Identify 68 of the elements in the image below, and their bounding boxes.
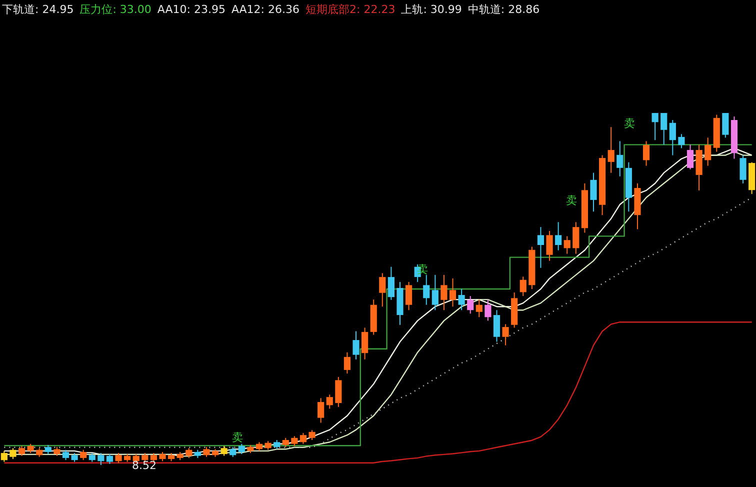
text: AA12: 26.36 <box>231 3 300 16</box>
candlestick <box>432 274 438 311</box>
candlestick <box>608 126 614 174</box>
candlestick <box>282 437 289 448</box>
candlestick <box>44 444 52 455</box>
candlestick <box>98 452 104 466</box>
candlestick <box>449 278 456 308</box>
candlestick <box>476 299 482 318</box>
candlestick <box>678 134 685 149</box>
candlestick <box>686 144 694 170</box>
candlestick <box>230 446 236 458</box>
candlestick <box>203 446 210 458</box>
candlestick <box>704 137 712 166</box>
candlestick <box>27 443 34 454</box>
candlestick <box>80 449 87 461</box>
candlestick <box>308 430 316 441</box>
annotation: 卖 <box>624 116 635 131</box>
candlestick <box>291 436 298 446</box>
candlestick <box>186 448 192 458</box>
candlestick <box>274 440 280 450</box>
text: 压力位: 33.00 <box>80 3 152 16</box>
annotation: 卖 <box>566 193 577 208</box>
candlestick <box>220 445 228 456</box>
text: 短期底部2: 22.23 <box>306 3 396 16</box>
candlestick <box>502 324 509 346</box>
text: 上轨: 30.99 <box>401 3 462 16</box>
candlestick <box>642 140 650 166</box>
candlestick <box>546 230 553 262</box>
candlestick <box>572 222 580 254</box>
candlestick <box>669 120 676 156</box>
candlestick <box>484 299 492 322</box>
candlestick <box>564 236 570 254</box>
candlestick <box>379 272 386 308</box>
candlestick <box>352 330 360 360</box>
candlestick <box>405 281 412 311</box>
annotation: 卖 <box>232 430 243 445</box>
candlestick <box>106 454 114 464</box>
candlestick <box>590 172 597 212</box>
candlestick <box>62 449 70 461</box>
candlestick <box>335 376 342 408</box>
candlestick <box>440 274 448 311</box>
candlestick <box>423 274 430 306</box>
candlestick <box>238 443 245 455</box>
candlestick <box>115 452 122 464</box>
candlestick <box>740 154 746 184</box>
candlestick <box>326 394 333 410</box>
candlestick <box>458 288 465 311</box>
candlestick <box>520 276 526 297</box>
text: 中轨道: 28.86 <box>468 3 540 16</box>
candlestick <box>616 140 624 177</box>
candlestick <box>555 222 562 251</box>
candlestick <box>300 432 307 444</box>
candlestick <box>10 448 16 460</box>
candlestick <box>660 112 668 146</box>
candlestick <box>467 296 474 314</box>
candlestick <box>0 450 8 462</box>
candlestick <box>722 112 729 138</box>
candlestick <box>18 445 26 456</box>
candlestick <box>362 327 368 360</box>
candlestick <box>159 451 166 462</box>
text: 下轨道: 24.95 <box>2 3 74 16</box>
candlestick <box>318 398 324 424</box>
text: AA10: 23.95 <box>157 3 226 16</box>
candlestick <box>493 310 500 342</box>
candlestick <box>388 266 394 300</box>
candlestick <box>652 112 658 141</box>
candlestick <box>537 226 544 268</box>
candlestick <box>344 352 351 374</box>
